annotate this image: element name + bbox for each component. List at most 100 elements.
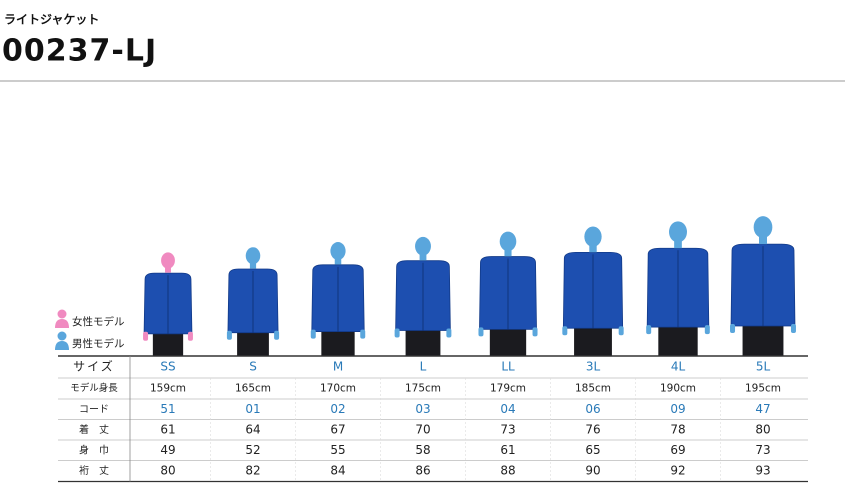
table-cell: 76 [585, 422, 600, 436]
head [499, 231, 517, 252]
table-cell: 78 [670, 422, 685, 436]
table-cell: 185cm [575, 383, 611, 395]
table-cell: 73 [500, 422, 515, 436]
hand [730, 324, 736, 334]
table-cell: 01 [245, 402, 260, 416]
neck [589, 244, 597, 253]
table-cell: 04 [500, 402, 515, 416]
table-cell: 80 [755, 422, 770, 436]
head [415, 236, 431, 256]
table-cell: 5L [756, 360, 771, 374]
table-cell: 159cm [150, 383, 186, 395]
head [669, 221, 687, 243]
pants [742, 321, 784, 356]
hand [532, 327, 538, 337]
table-cell: 02 [330, 402, 345, 416]
table-cell: 51 [160, 402, 175, 416]
model-figure [562, 226, 624, 356]
table-cell: 195cm [745, 383, 781, 395]
legend-female-icon [55, 309, 69, 328]
legend-male-icon [55, 331, 69, 350]
row-label: コード [79, 404, 109, 415]
row-label: 身 巾 [79, 443, 109, 456]
table-cell: 61 [500, 443, 515, 457]
head [584, 226, 602, 247]
table-cell: 179cm [490, 383, 526, 395]
table-cell: L [420, 360, 427, 374]
table-cell: 170cm [320, 383, 356, 395]
model-figure [646, 221, 710, 356]
hand [143, 331, 149, 341]
table-cell: 86 [415, 464, 430, 478]
table-cell: 55 [330, 443, 345, 457]
table-cell: 175cm [405, 383, 441, 395]
legend-label: 男性モデル [72, 337, 125, 350]
model-figure [394, 236, 452, 356]
hand [562, 326, 568, 336]
model-figure [143, 252, 193, 356]
neck [674, 240, 682, 249]
row-label: モデル身長 [70, 382, 118, 394]
table-cell: 61 [160, 422, 175, 436]
table-cell: 4L [671, 360, 686, 374]
neck [504, 249, 512, 257]
neck [759, 236, 767, 245]
table-cell: S [249, 360, 257, 374]
table-cell: 90 [585, 464, 600, 478]
table-cell: 84 [330, 464, 345, 478]
table-cell: 88 [500, 464, 515, 478]
hand [446, 328, 452, 338]
table-cell: 47 [755, 402, 770, 416]
row-label: サイズ [73, 359, 115, 374]
head [245, 247, 261, 265]
hand [187, 331, 193, 341]
table-cell: 190cm [660, 383, 696, 395]
model-figure [226, 247, 280, 356]
hand [704, 325, 710, 335]
legend-label: 女性モデル [72, 315, 125, 328]
hand [274, 330, 280, 340]
hand [618, 326, 624, 336]
hand [478, 327, 484, 337]
table-cell: 80 [160, 464, 175, 478]
subtitle: ライトジャケット [4, 13, 99, 27]
table-cell: 67 [330, 422, 345, 436]
hand [310, 329, 316, 339]
head [161, 252, 175, 269]
table-cell: 70 [415, 422, 430, 436]
hand [226, 330, 232, 340]
table-cell: 58 [415, 443, 430, 457]
hand [360, 329, 366, 339]
table-cell: 49 [160, 443, 175, 457]
model-figure [478, 231, 538, 356]
hand [394, 328, 400, 338]
neck [419, 253, 427, 261]
pants [658, 322, 698, 356]
table-cell: 73 [755, 443, 770, 457]
model-figure [310, 242, 366, 356]
table-cell: 92 [670, 464, 685, 478]
table-cell: 64 [245, 422, 260, 436]
head [330, 242, 346, 260]
pants [574, 323, 612, 356]
table-cell: 65 [585, 443, 600, 457]
table-cell: 3L [586, 360, 601, 374]
head [753, 216, 773, 239]
hand [646, 325, 652, 335]
title: 00237-LJ [2, 34, 157, 69]
model-figure [730, 216, 796, 356]
neck [334, 257, 342, 265]
table-cell: M [333, 360, 343, 374]
table-cell: 09 [670, 402, 685, 416]
table-cell: 82 [245, 464, 260, 478]
table-cell: 52 [245, 443, 260, 457]
table-cell: 165cm [235, 383, 271, 395]
neck [165, 266, 171, 273]
hand [790, 324, 796, 334]
table-cell: 93 [755, 464, 770, 478]
table-cell: LL [501, 360, 515, 374]
row-label: 着 丈 [79, 423, 109, 436]
